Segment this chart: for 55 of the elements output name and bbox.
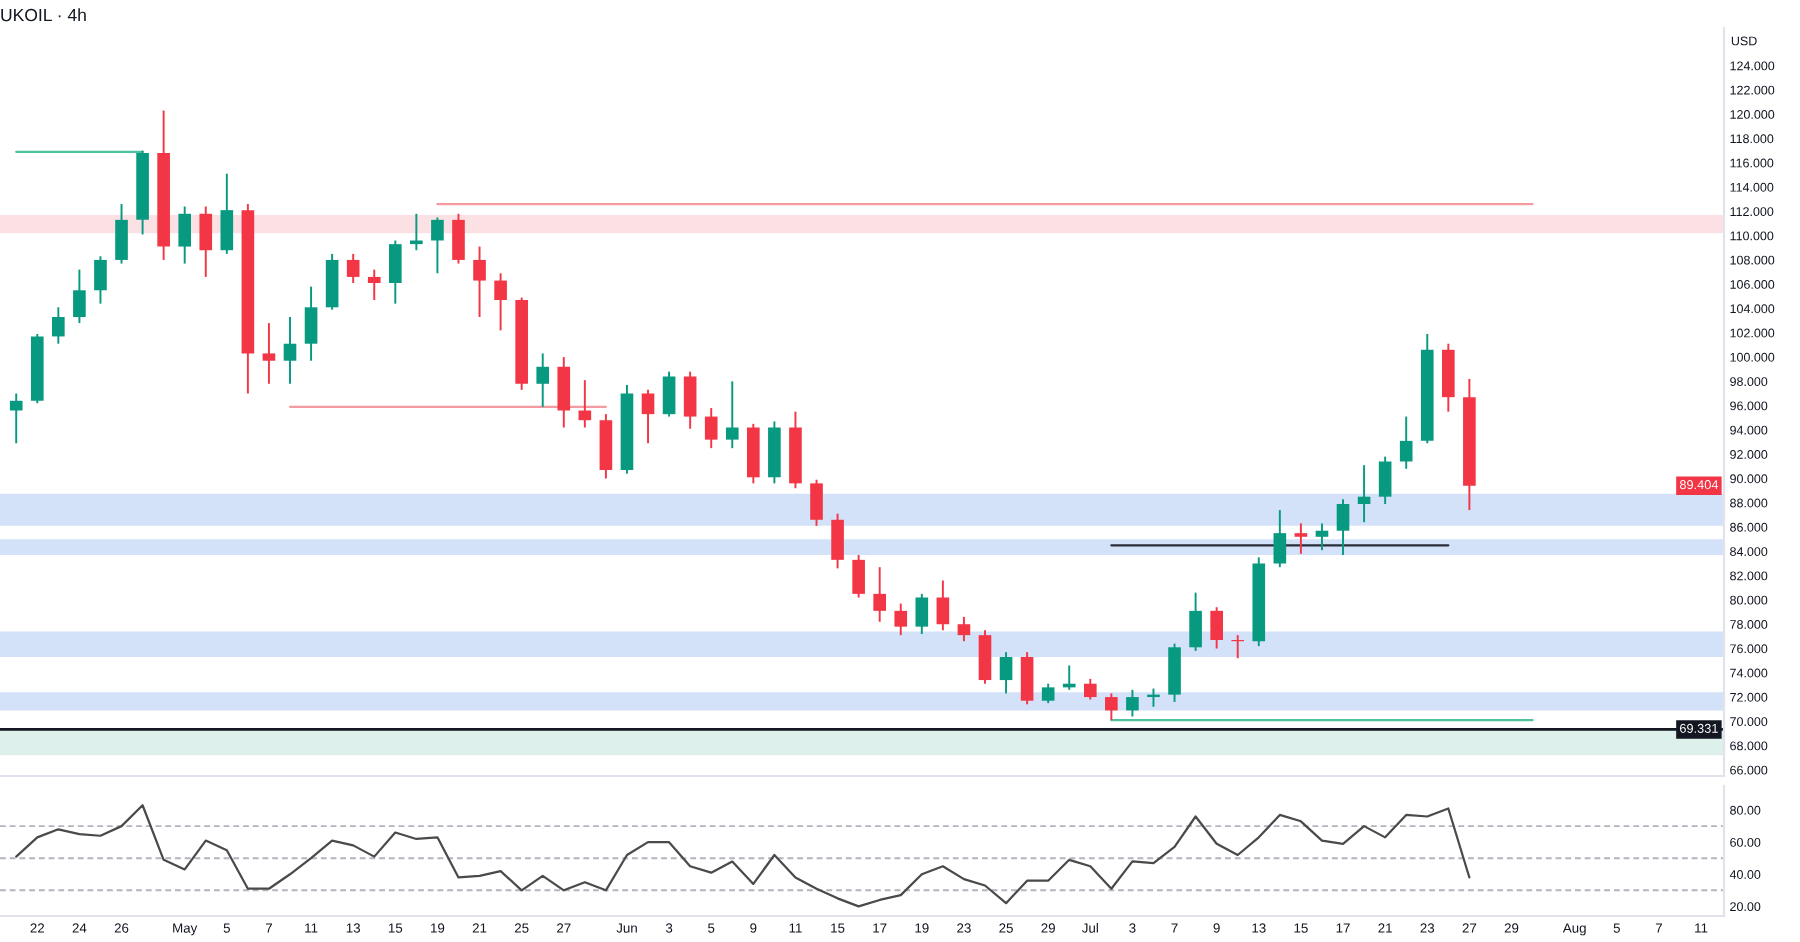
candlestick xyxy=(73,268,86,325)
candlestick xyxy=(1105,692,1118,722)
candlestick xyxy=(1210,606,1223,650)
candlestick xyxy=(1357,464,1371,524)
candlestick xyxy=(452,212,465,265)
candlestick xyxy=(220,172,234,255)
candlestick xyxy=(494,272,507,332)
candlestick xyxy=(810,478,823,527)
candlestick xyxy=(52,306,65,345)
candlestick xyxy=(367,268,381,301)
candlestick xyxy=(1189,591,1202,652)
candlestick xyxy=(999,651,1013,695)
candlestick xyxy=(831,512,844,570)
candlestick xyxy=(1126,688,1139,718)
candlestick xyxy=(873,566,887,623)
candlestick xyxy=(199,205,213,278)
candlestick xyxy=(431,216,444,275)
chart-title: UKOIL · 4h xyxy=(1,8,86,22)
candlestick xyxy=(1294,522,1308,555)
candlestick xyxy=(1273,509,1287,569)
candlestick xyxy=(1315,522,1329,552)
candlestick xyxy=(557,356,571,429)
candlestick xyxy=(662,370,676,418)
candlestick xyxy=(641,388,655,445)
candlestick xyxy=(915,592,929,635)
candlestick xyxy=(346,252,360,284)
candlestick xyxy=(115,203,128,265)
candlestick xyxy=(1020,651,1034,706)
candlestick xyxy=(936,579,950,632)
candlestick xyxy=(9,392,23,445)
candlestick xyxy=(894,602,908,637)
candlestick xyxy=(725,380,739,450)
candlestick xyxy=(852,554,865,599)
candlestick xyxy=(704,407,718,450)
candlestick xyxy=(1399,415,1413,470)
candlestick xyxy=(578,379,592,429)
candlestick xyxy=(388,239,402,305)
candlestick xyxy=(1168,642,1181,703)
candlestick xyxy=(536,352,550,408)
candlestick xyxy=(1378,455,1392,505)
candlestick xyxy=(1041,682,1055,705)
candlestick xyxy=(262,322,276,385)
candlestick xyxy=(178,205,192,265)
candlestick xyxy=(957,615,971,643)
candlestick xyxy=(1336,498,1350,556)
candlestick xyxy=(683,370,697,430)
candlestick xyxy=(1442,342,1455,413)
candlestick xyxy=(978,629,992,685)
candlestick xyxy=(473,245,486,318)
candlestick xyxy=(94,255,107,305)
candlestick xyxy=(304,285,318,362)
candlestick xyxy=(325,252,339,311)
candlestick xyxy=(1083,677,1097,701)
line-series xyxy=(15,804,1471,908)
candlestick xyxy=(283,316,297,385)
